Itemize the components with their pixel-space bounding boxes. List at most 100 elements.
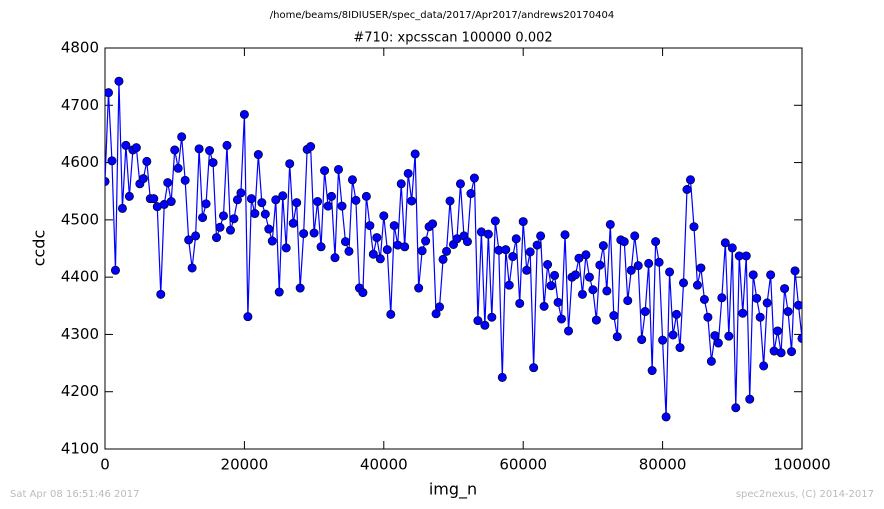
y-tick-label: 4200 (61, 382, 99, 400)
data-point (748, 270, 758, 280)
data-point (543, 260, 553, 270)
x-tick-label: 20000 (221, 456, 269, 474)
data-point (417, 246, 427, 256)
data-point (114, 76, 124, 86)
data-point (522, 265, 532, 275)
data-point (497, 372, 507, 382)
data-point (389, 221, 399, 231)
data-point (212, 233, 222, 243)
data-point (386, 309, 396, 319)
data-point (281, 243, 291, 253)
data-point (170, 145, 180, 155)
y-tick-label: 4400 (61, 268, 99, 286)
data-point (466, 189, 476, 199)
data-point (679, 278, 689, 288)
data-point (501, 245, 511, 255)
data-point (243, 312, 253, 322)
data-point (487, 312, 497, 322)
data-point (550, 270, 560, 280)
y-tick-label: 4600 (61, 153, 99, 171)
data-point (306, 142, 316, 152)
data-point (180, 175, 190, 185)
data-point (208, 158, 218, 168)
data-point (368, 249, 378, 259)
y-tick-label: 4100 (61, 440, 99, 458)
data-point (138, 174, 148, 184)
data-line (105, 81, 802, 417)
data-point (773, 326, 783, 336)
data-point (400, 242, 410, 252)
data-point (229, 214, 239, 224)
y-tick-label: 4300 (61, 325, 99, 343)
data-point (532, 240, 542, 250)
x-tick-label: 40000 (360, 456, 408, 474)
data-point (696, 263, 706, 273)
data-point (194, 144, 204, 154)
data-point (320, 166, 330, 176)
data-point (414, 283, 424, 293)
data-point (658, 335, 668, 345)
data-point (633, 261, 643, 271)
data-point (685, 175, 695, 185)
data-point (713, 338, 723, 348)
data-point (442, 246, 452, 256)
data-point (689, 222, 699, 232)
data-point (215, 222, 225, 232)
y-tick-label: 4800 (61, 39, 99, 57)
data-point (727, 243, 737, 253)
data-point (668, 330, 678, 340)
data-point (438, 254, 448, 264)
data-point (201, 199, 211, 209)
data-point (731, 403, 741, 413)
data-point (518, 217, 528, 227)
data-point (246, 194, 256, 204)
data-point (166, 197, 176, 207)
data-point (257, 198, 267, 208)
x-tick-label: 0 (100, 456, 110, 474)
data-point (173, 163, 183, 173)
data-point (142, 156, 152, 166)
data-point (682, 184, 692, 194)
data-point (720, 238, 730, 248)
data-point (163, 178, 173, 188)
data-point (323, 201, 333, 211)
data-point (508, 252, 518, 262)
data-point (560, 230, 570, 240)
data-point (309, 228, 319, 238)
data-point (598, 241, 608, 251)
data-point (755, 312, 765, 322)
data-point (581, 250, 591, 260)
data-point (292, 198, 302, 208)
data-point (790, 266, 800, 276)
x-tick-label: 80000 (639, 456, 687, 474)
data-point (365, 221, 375, 231)
data-point (347, 175, 357, 185)
data-point (612, 332, 622, 342)
data-point (403, 168, 413, 178)
data-point (462, 237, 472, 247)
data-point (609, 311, 619, 321)
data-point (177, 132, 187, 142)
footer-left: Sat Apr 08 16:51:46 2017 (10, 489, 140, 500)
data-point (473, 316, 483, 326)
data-point (630, 231, 640, 241)
data-point (358, 288, 368, 298)
data-point (375, 254, 385, 264)
x-tick-label: 60000 (499, 456, 547, 474)
data-point (124, 191, 134, 201)
data-point (372, 233, 382, 243)
data-point (762, 298, 772, 308)
data-point (637, 335, 647, 345)
data-point (253, 150, 263, 160)
y-axis-label: ccdc (30, 230, 49, 267)
data-point (455, 179, 465, 189)
data-point (260, 209, 270, 219)
y-tick-label: 4500 (61, 210, 99, 228)
data-point (724, 331, 734, 341)
data-point (222, 140, 232, 150)
data-point (236, 188, 246, 198)
data-point (264, 224, 274, 234)
data-point (313, 197, 323, 207)
data-point (584, 272, 594, 282)
data-point (797, 333, 802, 343)
